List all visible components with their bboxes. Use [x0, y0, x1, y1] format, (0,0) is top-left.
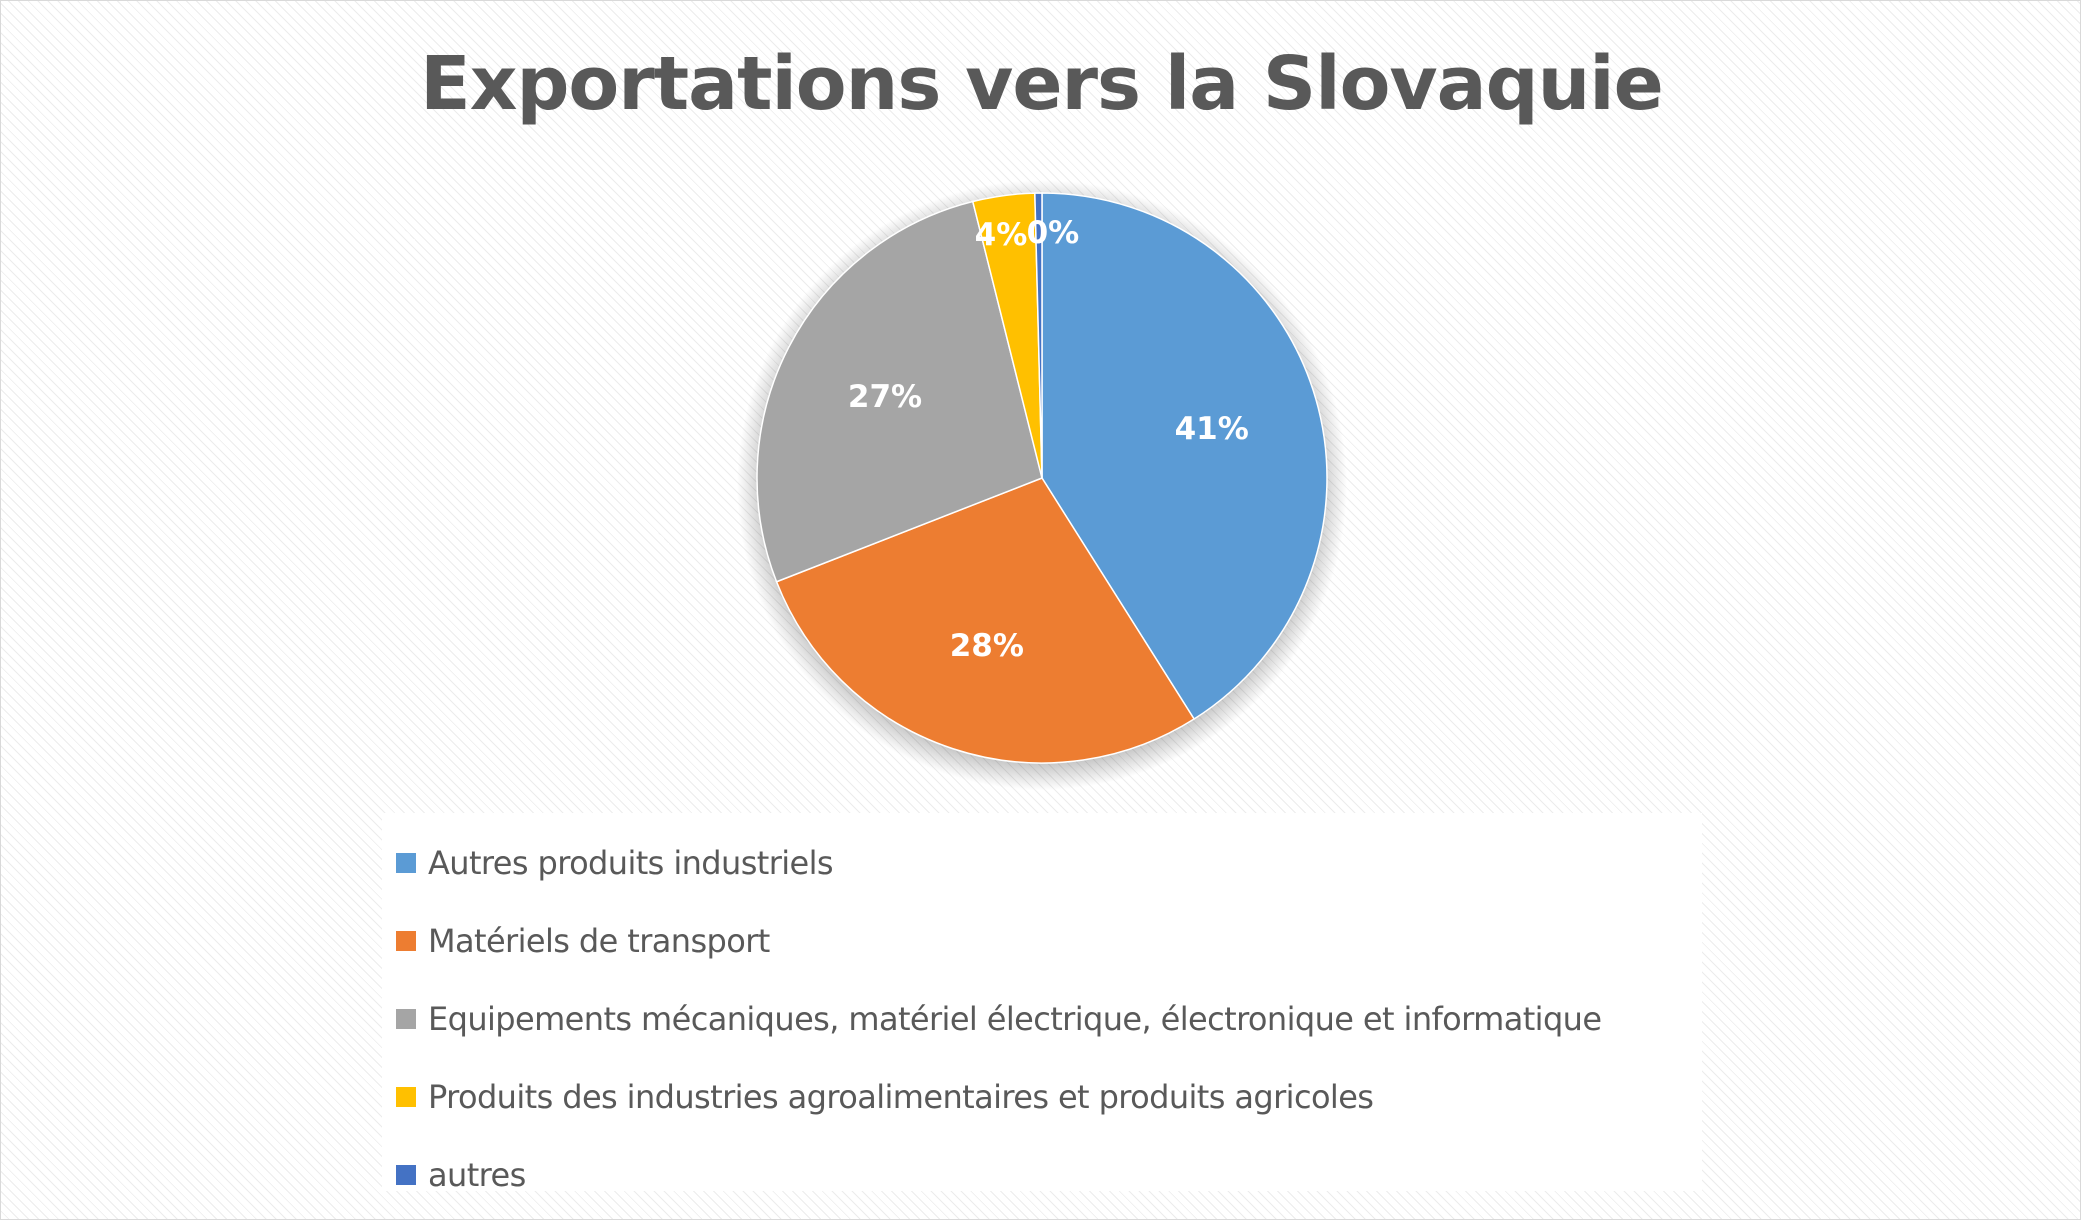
legend: Autres produits industriels Matériels de …	[382, 813, 1702, 1194]
pie-label-2: 28%	[950, 628, 1024, 664]
legend-swatch	[396, 1165, 416, 1185]
pie-slice-2	[775, 477, 1196, 764]
legend-item: Matériels de transport	[382, 913, 770, 969]
pie-label-5: 0%	[1027, 215, 1080, 251]
pie-slices	[756, 192, 1328, 764]
legend-swatch	[396, 1087, 416, 1107]
pie-slice-3	[756, 200, 1043, 583]
pie-slice-1	[1041, 192, 1328, 721]
legend-item: Produits des industries agroalimentaires…	[382, 1069, 1374, 1125]
legend-swatch	[396, 1009, 416, 1029]
legend-label: Matériels de transport	[428, 922, 770, 960]
legend-label: autres	[428, 1156, 526, 1194]
legend-item: Autres produits industriels	[382, 835, 834, 891]
legend-label: Produits des industries agroalimentaires…	[428, 1078, 1374, 1116]
pie-slice-5	[1034, 192, 1043, 479]
legend-item: Equipements mécaniques, matériel électri…	[382, 991, 1602, 1047]
chart-title: Exportations vers la Slovaquie	[420, 41, 1664, 127]
legend-label: Autres produits industriels	[428, 844, 834, 882]
legend-label: Equipements mécaniques, matériel électri…	[428, 1000, 1602, 1038]
legend-swatch	[396, 853, 416, 873]
pie-label-4: 4%	[975, 217, 1028, 253]
pie-label-1: 41%	[1175, 411, 1249, 447]
pie-data-labels: 41% 28% 27% 4% 0%	[848, 215, 1249, 664]
legend-item: autres	[382, 1147, 526, 1203]
legend-swatch	[396, 931, 416, 951]
pie-label-3: 27%	[848, 379, 922, 415]
